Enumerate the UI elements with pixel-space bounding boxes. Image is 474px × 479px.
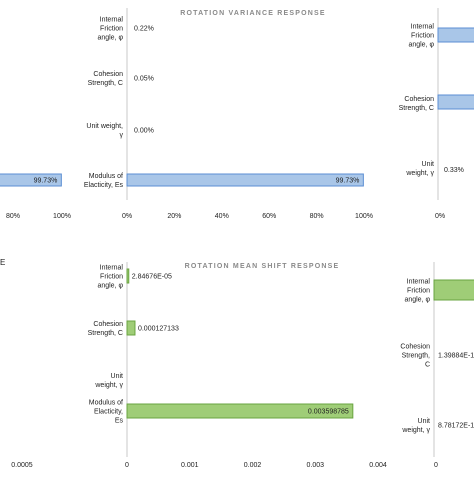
category-label-variance: Friction <box>100 26 123 33</box>
chart-title-variance: ROTATION VARIANCE RESPONSE <box>180 10 326 17</box>
category-label-variance: γ <box>120 132 124 139</box>
category-label-variance: Modulus of <box>89 173 123 180</box>
bar-variance-right <box>437 27 474 43</box>
x-tick-label-variance-left: 100% <box>53 213 71 220</box>
x-tick-label-mean-shift: 0 <box>125 462 129 469</box>
bar-mean-shift <box>126 268 130 284</box>
category-label-mean-shift: Friction <box>100 274 123 281</box>
bar-mean-shift <box>126 403 354 419</box>
category-label-variance-right: Cohesion <box>404 96 434 103</box>
category-label-mean-shift-right: angle, φ <box>404 297 430 304</box>
x-tick-label-variance: 0% <box>122 213 132 220</box>
x-tick-label-mean-shift: 0.004 <box>369 462 387 469</box>
bar-mean-shift <box>126 320 136 336</box>
data-label-variance-right: 0.33% <box>444 167 464 174</box>
bar-variance <box>126 173 364 187</box>
category-label-variance-right: Strength, C <box>399 105 434 112</box>
category-label-variance-right: weight, γ <box>405 170 434 177</box>
x-tick-label-mean-shift-right: 0 <box>434 462 438 469</box>
category-label-variance: Elacticity, Es <box>84 182 124 189</box>
data-label-mean-shift: 2.84676E-05 <box>132 274 172 281</box>
category-label-mean-shift-right: Strength, <box>402 353 430 360</box>
bar-variance-right <box>437 94 474 110</box>
category-label-mean-shift: Es <box>115 418 124 425</box>
category-label-mean-shift: weight, γ <box>94 382 123 389</box>
category-label-variance-right: Internal <box>411 24 435 31</box>
x-tick-label-mean-shift: 0.003 <box>306 462 324 469</box>
x-tick-label-variance-right: 0% <box>435 213 445 220</box>
category-label-variance: Unit weight, <box>86 123 123 130</box>
category-label-variance-right: Friction <box>411 33 434 40</box>
x-tick-label-variance-left: 80% <box>6 213 20 220</box>
category-label-variance: angle, φ <box>97 35 123 42</box>
category-label-variance-right: angle, φ <box>408 42 434 49</box>
category-label-mean-shift: Modulus of <box>89 400 123 407</box>
x-tick-label-mean-shift: 0.002 <box>244 462 262 469</box>
category-label-variance-right: Unit <box>422 161 435 168</box>
x-tick-label-variance: 80% <box>310 213 324 220</box>
x-tick-label-variance: 60% <box>262 213 276 220</box>
category-label-mean-shift-right: Unit <box>418 418 431 425</box>
data-label-variance: 0.22% <box>134 26 154 33</box>
category-label-variance: Cohesion <box>93 71 123 78</box>
chart-title-mean-shift: ROTATION MEAN SHIFT RESPONSE <box>185 263 340 270</box>
data-label-variance: 0.00% <box>134 128 154 135</box>
category-label-variance: Internal <box>100 17 124 24</box>
left-edge-letter: E <box>0 258 5 267</box>
category-label-mean-shift: Cohesion <box>93 321 123 328</box>
data-label-mean-shift: 0.003598785 <box>308 409 349 416</box>
x-tick-label-variance: 100% <box>355 213 373 220</box>
x-tick-label-mean-shift: 0.001 <box>181 462 199 469</box>
data-label-variance: 99.73% <box>336 178 360 185</box>
data-label-variance: 0.05% <box>134 76 154 83</box>
x-tick-label-variance: 40% <box>215 213 229 220</box>
category-label-mean-shift: Elacticity, <box>94 409 123 416</box>
category-label-mean-shift-right: C <box>425 362 430 369</box>
bar-mean-shift-right <box>433 279 474 301</box>
category-label-mean-shift: Unit <box>111 373 124 380</box>
category-label-mean-shift-right: Cohesion <box>400 344 430 351</box>
data-label-mean-shift-right: 8.78172E-1… <box>438 423 474 430</box>
data-label-mean-shift-right: 1.39884E-1… <box>438 353 474 360</box>
x-tick-label-variance: 20% <box>167 213 181 220</box>
category-label-mean-shift: angle, φ <box>97 283 123 290</box>
category-label-mean-shift-right: Friction <box>407 288 430 295</box>
data-label-variance-left: 99.73% <box>34 178 58 185</box>
bar-variance-left <box>0 173 62 187</box>
category-label-variance: Strength, C <box>88 80 123 87</box>
category-label-mean-shift-right: Internal <box>407 279 431 286</box>
category-label-mean-shift-right: weight, γ <box>401 427 430 434</box>
data-label-mean-shift: 0.000127133 <box>138 326 179 333</box>
category-label-mean-shift: Internal <box>100 265 124 272</box>
category-label-mean-shift: Strength, C <box>88 330 123 337</box>
x-tick-label-mean-shift-left: 0.0005 <box>11 462 33 469</box>
